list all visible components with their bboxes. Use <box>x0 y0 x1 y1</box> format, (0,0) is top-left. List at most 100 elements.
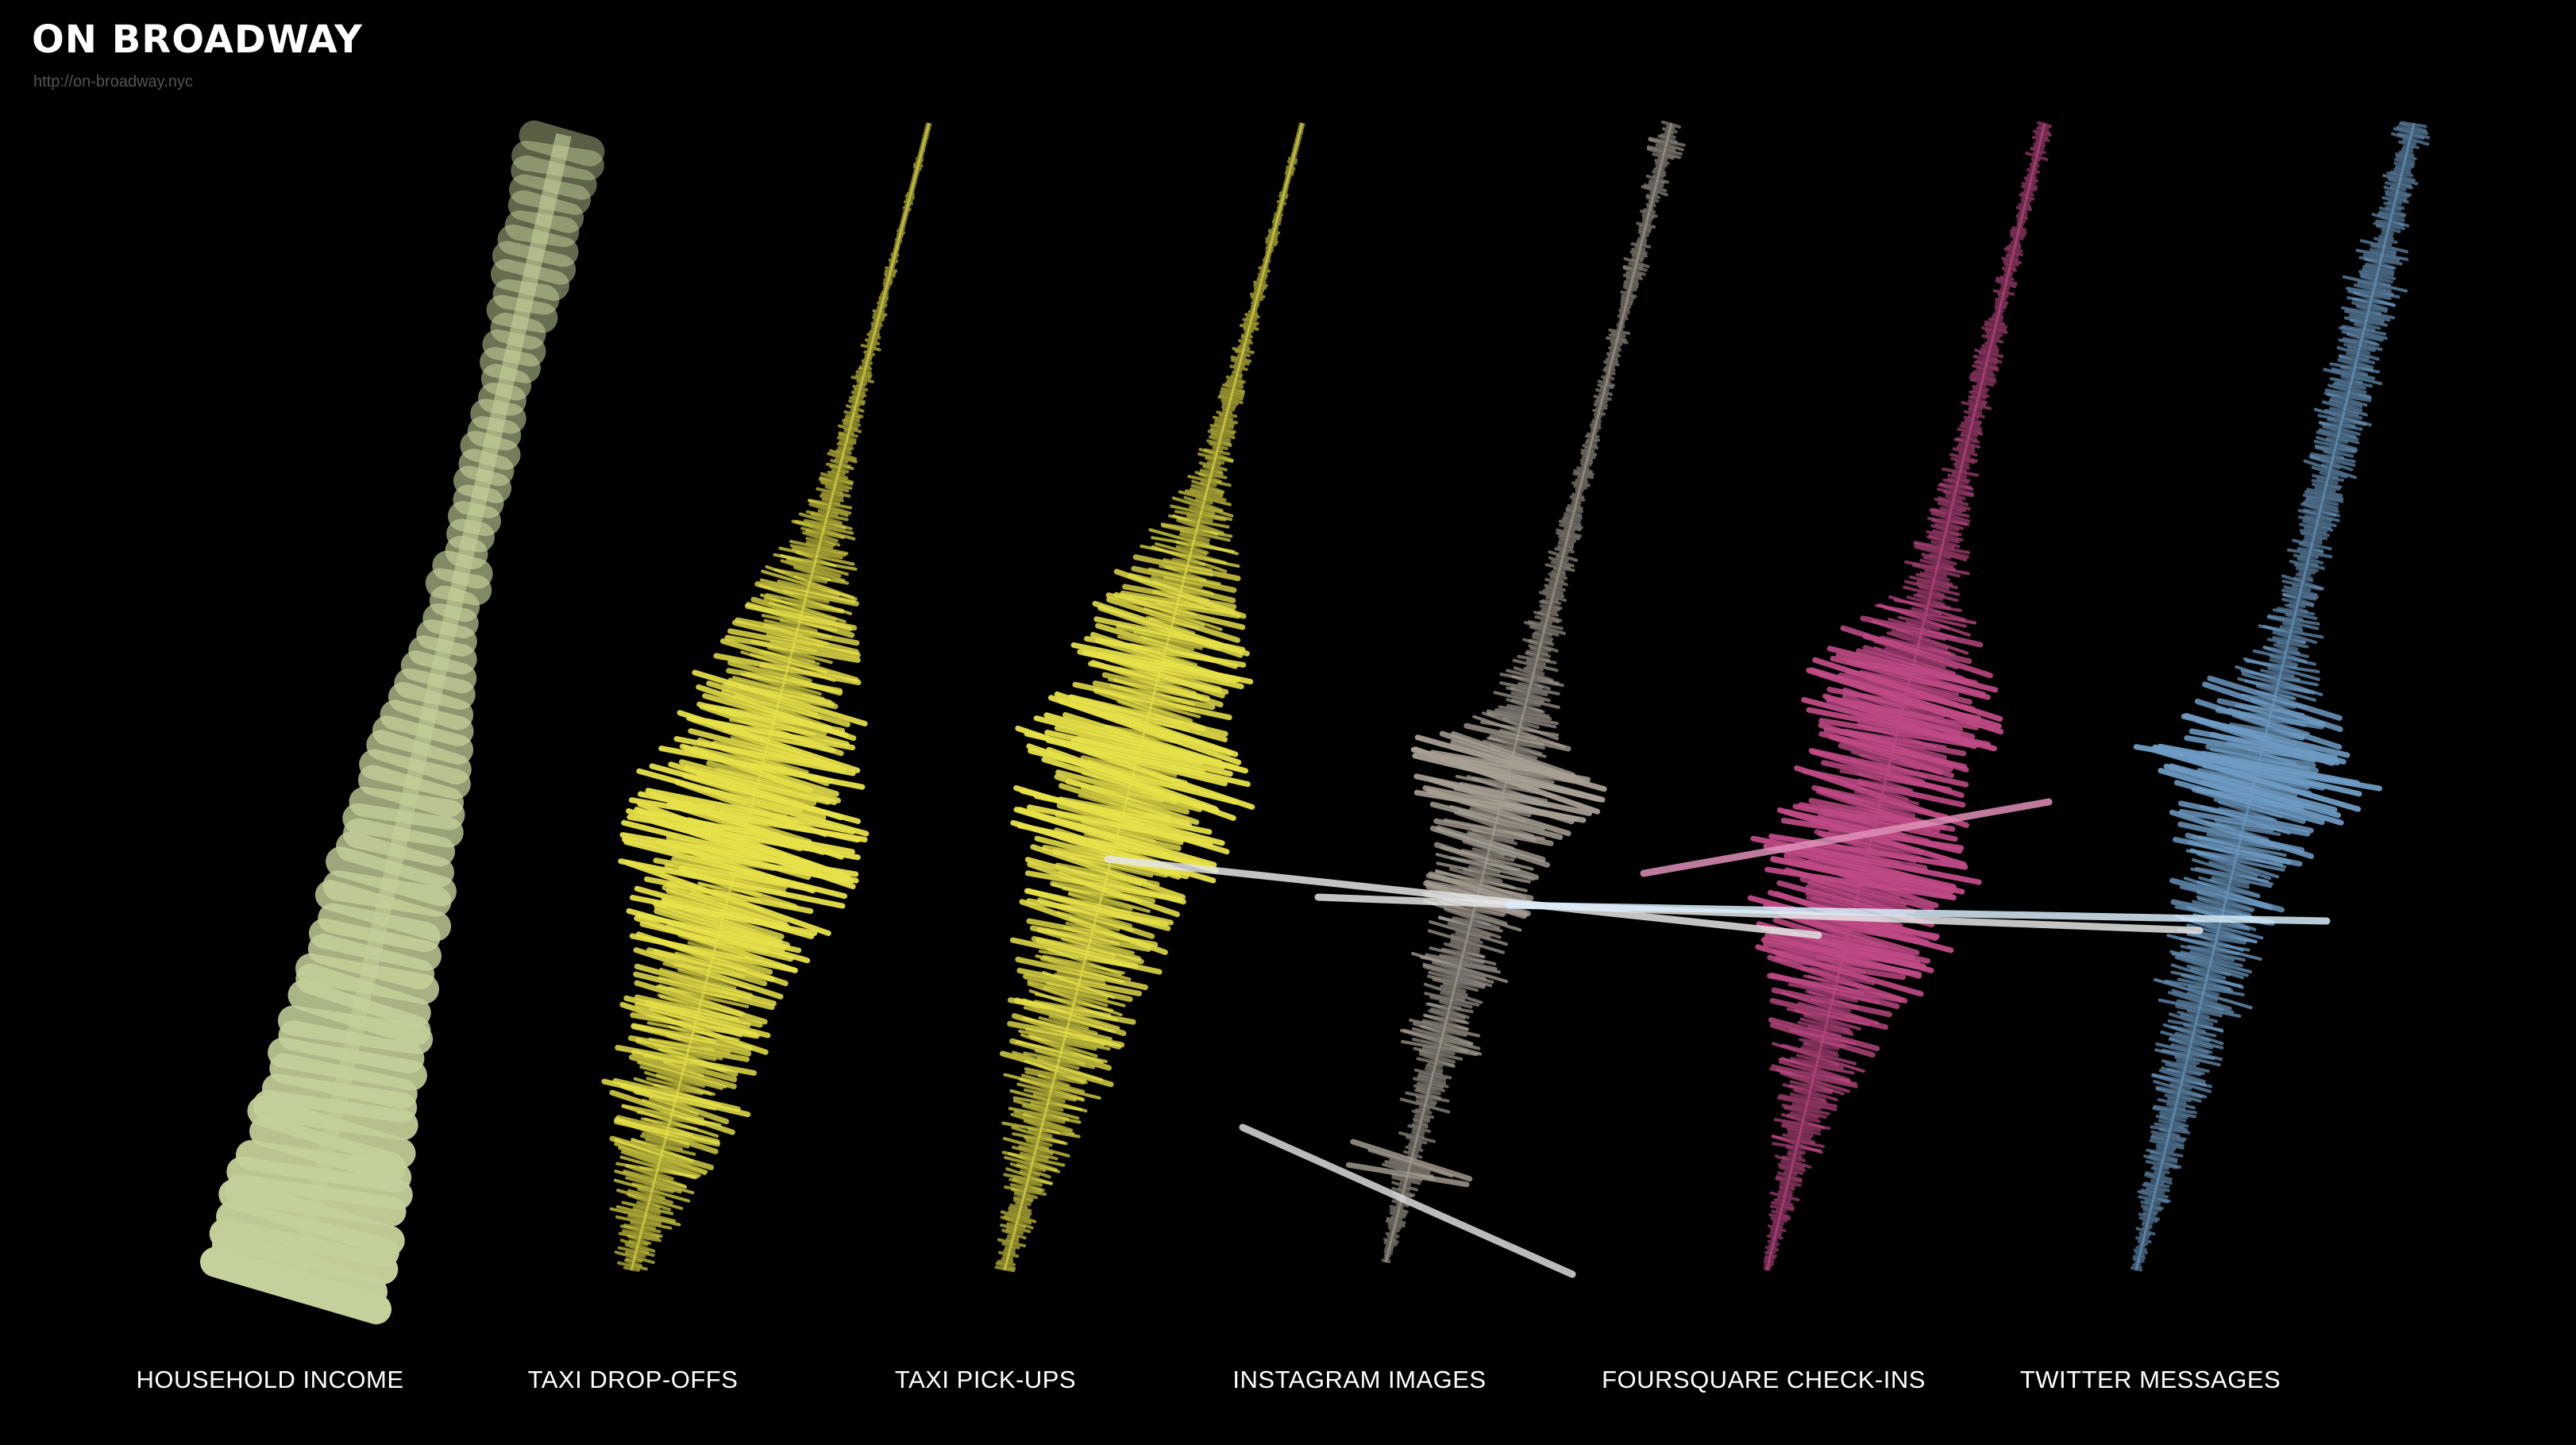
data-mark <box>1025 1139 1049 1150</box>
data-mark <box>1769 1231 1782 1237</box>
data-mark <box>1576 466 1593 473</box>
data-mark <box>2023 188 2034 194</box>
data-mark <box>1212 446 1224 452</box>
data-mark <box>2003 272 2013 278</box>
data-mark <box>1461 849 1515 862</box>
data-mark <box>1197 452 1234 464</box>
data-mark <box>2138 1235 2150 1239</box>
data-mark <box>1423 982 1483 1004</box>
series-taxi-drop-offs[interactable] <box>601 122 932 1272</box>
data-mark <box>1467 865 1501 874</box>
data-mark <box>1803 1042 1838 1054</box>
data-mark <box>761 661 812 683</box>
data-mark <box>1620 290 1637 299</box>
series-twitter-messages[interactable] <box>2130 121 2431 1272</box>
data-mark <box>2148 1154 2178 1164</box>
data-mark <box>1414 1108 1433 1115</box>
data-mark <box>2262 625 2318 645</box>
data-mark <box>277 1005 434 1054</box>
data-mark <box>1873 646 1957 675</box>
data-mark <box>2210 878 2250 889</box>
data-mark <box>731 619 859 655</box>
data-mark <box>1438 915 1502 939</box>
data-mark <box>1041 757 1220 814</box>
data-mark <box>1607 355 1618 360</box>
data-mark <box>1606 336 1629 345</box>
series-instagram-images[interactable] <box>1345 120 1686 1263</box>
data-mark <box>2016 218 2026 223</box>
data-mark <box>623 1223 661 1234</box>
data-mark <box>621 1200 674 1216</box>
data-mark <box>1915 580 1950 591</box>
data-mark <box>2196 891 2255 911</box>
data-mark <box>912 171 920 176</box>
data-mark <box>1641 214 1655 220</box>
data-mark <box>1606 364 1615 368</box>
data-mark <box>1928 534 1960 544</box>
data-mark <box>1005 1237 1020 1243</box>
data-mark <box>913 162 924 168</box>
data-mark <box>1772 842 1957 890</box>
data-mark <box>2134 1251 2146 1258</box>
data-mark <box>1798 1038 1845 1048</box>
data-mark <box>1003 1249 1016 1254</box>
data-mark <box>805 529 839 543</box>
data-mark <box>1506 703 1543 714</box>
data-mark <box>2317 414 2367 426</box>
data-mark <box>1009 1162 1051 1179</box>
data-mark <box>1432 961 1487 980</box>
data-mark <box>1265 237 1278 244</box>
data-mark <box>791 519 856 541</box>
data-mark <box>1980 347 1999 354</box>
data-mark <box>1239 323 1259 331</box>
page-url[interactable]: http://on-broadway.nyc <box>33 73 193 91</box>
data-mark <box>1992 313 2004 318</box>
data-mark <box>1806 707 1991 747</box>
data-mark <box>1778 1093 1838 1108</box>
data-mark <box>1367 1148 1454 1178</box>
data-mark <box>609 1207 681 1227</box>
data-mark <box>1665 125 1676 130</box>
data-mark <box>1161 524 1231 542</box>
data-mark <box>1522 638 1559 653</box>
data-mark <box>1605 357 1619 364</box>
data-mark <box>1602 378 1611 383</box>
data-mark <box>896 235 903 240</box>
data-mark <box>618 1146 701 1177</box>
data-mark <box>658 746 866 790</box>
data-mark <box>1777 1162 1807 1173</box>
series-foursquare-check-ins[interactable] <box>1747 121 2052 1271</box>
data-mark <box>1657 156 1668 162</box>
data-mark <box>1447 922 1491 938</box>
data-mark <box>855 373 872 380</box>
data-mark <box>2163 763 2342 819</box>
data-mark <box>1298 125 1305 129</box>
data-mark <box>2335 380 2366 390</box>
data-mark <box>1556 528 1582 538</box>
data-mark <box>1781 1155 1807 1162</box>
data-mark <box>872 309 888 317</box>
data-mark <box>1789 1111 1819 1119</box>
data-mark <box>1450 938 1481 950</box>
data-mark <box>1006 1222 1026 1229</box>
data-mark <box>1417 1075 1447 1085</box>
data-mark <box>2176 1059 2197 1067</box>
data-mark <box>1486 709 1559 726</box>
data-mark <box>1415 1099 1436 1107</box>
data-mark <box>1274 212 1283 217</box>
data-mark <box>2302 493 2344 503</box>
data-mark <box>1032 1092 1066 1104</box>
data-mark <box>1773 1118 1831 1131</box>
data-mark <box>1604 366 1616 372</box>
data-mark <box>838 431 858 438</box>
data-mark <box>843 417 860 423</box>
data-mark <box>620 1224 663 1238</box>
data-mark <box>2030 165 2038 171</box>
data-mark <box>808 503 849 518</box>
data-mark <box>1645 194 1661 199</box>
series-household-income[interactable] <box>200 120 605 1324</box>
data-mark <box>1769 1204 1795 1212</box>
series-taxi-pick-ups[interactable] <box>994 122 1305 1273</box>
data-mark <box>1601 375 1615 380</box>
data-mark <box>1964 419 1980 427</box>
